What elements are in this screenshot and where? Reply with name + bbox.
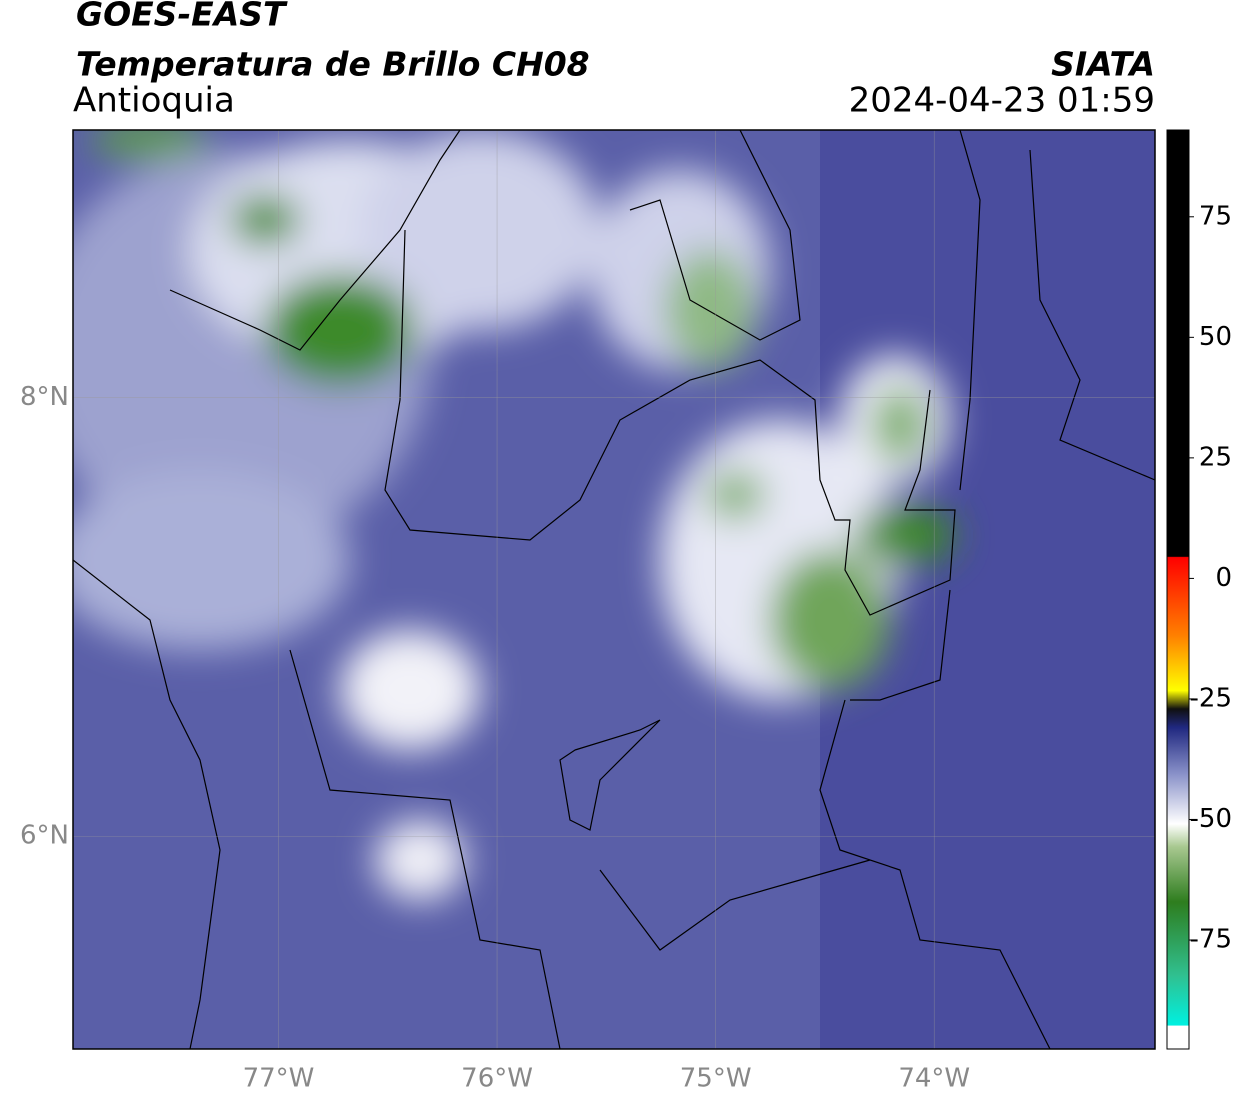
title: GOES-EAST [76,0,288,34]
lon-tick-label: 76°W [461,1064,533,1094]
region: Antioquia [73,81,235,121]
lon-tick-label: 75°W [680,1064,752,1094]
colorbar-tick-label: 0 [1215,563,1232,593]
lon-tick-label: 74°W [898,1064,970,1094]
colorbar [1166,129,1190,1050]
colorbar-tick-label: -25 [1190,683,1232,713]
map-frame [72,129,1156,1050]
satellite-image [73,130,1155,1049]
colorbar-tick-label: 25 [1199,442,1232,472]
subtitle: Temperatura de Brillo CH08 [76,45,590,84]
colorbar-tick-label: 50 [1199,322,1232,352]
colorbar-tick-label: 75 [1199,201,1232,231]
colorbar-tick-label: -50 [1190,804,1232,834]
lat-tick-label: 6°N [20,821,69,851]
graticule [73,130,1155,1049]
colorbar-tick-label: -75 [1190,925,1232,955]
lat-tick-label: 8°N [20,382,69,412]
lon-tick-label: 77°W [243,1064,315,1094]
source: SIATA [1051,45,1155,84]
timestamp: 2024-04-23 01:59 [849,81,1155,121]
